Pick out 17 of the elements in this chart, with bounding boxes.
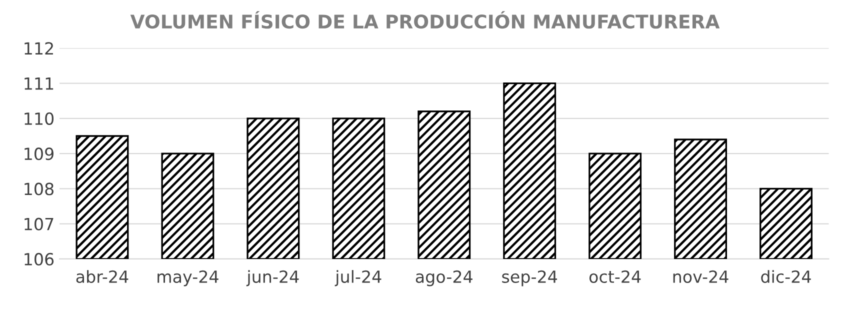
x-tick-label: may-24 — [158, 270, 218, 286]
y-tick-label: 108 — [24, 182, 54, 196]
y-tick-label: 106 — [24, 252, 54, 266]
y-tick-label: 107 — [24, 218, 54, 230]
x-tick-label: nov-24 — [673, 270, 728, 283]
x-tick-label: jun-24 — [246, 270, 299, 286]
x-tick-label: abr-24 — [76, 270, 128, 283]
x-tick-label: oct-24 — [589, 270, 641, 283]
x-tick-label: sep-24 — [502, 270, 558, 286]
x-tick-label: dic-24 — [761, 270, 811, 283]
y-tick-label: 112 — [24, 42, 53, 54]
y-tick-label: 109 — [24, 148, 54, 160]
y-tick-label: 110 — [24, 112, 54, 125]
y-tick-label: 111 — [24, 77, 54, 90]
x-tick-label: ago-24 — [416, 270, 472, 286]
x-tick-label: jul-24 — [334, 270, 382, 286]
chart-title: VOLUMEN FÍSICO DE LA PRODUCCIÓN MANUFACTURERA — [130, 11, 720, 29]
